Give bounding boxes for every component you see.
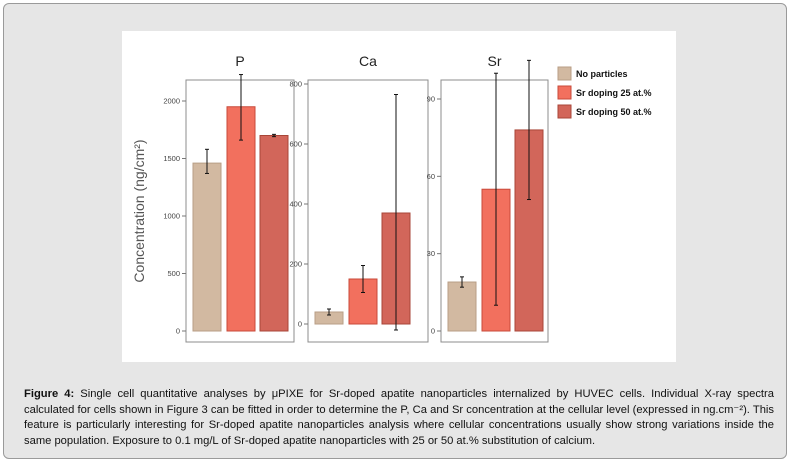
panel-frame-p <box>185 79 295 343</box>
chart-svg: Concentration (ng/cm²)P0500100015002000C… <box>131 53 652 343</box>
figure-frame: Concentration (ng/cm²) P 0 500 1000 1500 2000 C… <box>3 3 787 459</box>
caption-text: Single cell quantitative analyses by μPI… <box>24 388 774 447</box>
y-tick-label-p-1000: 1000 <box>163 212 180 221</box>
bar-p-2 <box>226 106 256 332</box>
panel-title-p: P <box>235 53 244 69</box>
panel-title-ca: Ca <box>359 53 377 69</box>
panel-title-sr: Sr <box>488 53 502 69</box>
figure-caption: Figure 4: Single cell quantitative analy… <box>24 387 774 449</box>
y-axis-label: Concentration (ng/cm²) <box>131 139 147 282</box>
y-tick-label-p-0: 0 <box>176 327 180 336</box>
y-tick-label-sr-60: 60 <box>427 172 435 181</box>
legend-label-1: No particles <box>576 69 628 79</box>
caption-label: Figure 4: <box>24 388 75 400</box>
legend-label-2: Sr doping 25 at.% <box>576 88 652 98</box>
legend-swatch-3 <box>557 104 572 119</box>
bar-p-3 <box>259 135 289 332</box>
y-tick-label-ca-0: 0 <box>298 320 302 329</box>
y-tick-label-sr-0: 0 <box>431 327 435 336</box>
y-tick-label-p-1500: 1500 <box>163 154 180 163</box>
y-tick-label-p-500: 500 <box>167 269 180 278</box>
bar-sr-1 <box>447 281 477 332</box>
y-tick-label-sr-90: 90 <box>427 95 435 104</box>
y-tick-label-p-2000: 2000 <box>163 97 180 106</box>
y-tick-label-ca-600: 600 <box>289 140 302 149</box>
legend-swatch-1 <box>557 66 572 81</box>
bar-p-1 <box>192 162 222 332</box>
panel-frame-ca <box>307 79 429 343</box>
y-tick-label-ca-800: 800 <box>289 80 302 89</box>
y-tick-label-ca-400: 400 <box>289 200 302 209</box>
y-tick-label-ca-200: 200 <box>289 260 302 269</box>
legend-swatch-2 <box>557 85 572 100</box>
y-tick-label-sr-30: 30 <box>427 249 435 258</box>
legend-label-3: Sr doping 50 at.% <box>576 107 652 117</box>
chart-area: Concentration (ng/cm²) P 0 500 1000 1500 2000 C… <box>122 31 676 362</box>
panel-frame-sr <box>440 79 549 343</box>
